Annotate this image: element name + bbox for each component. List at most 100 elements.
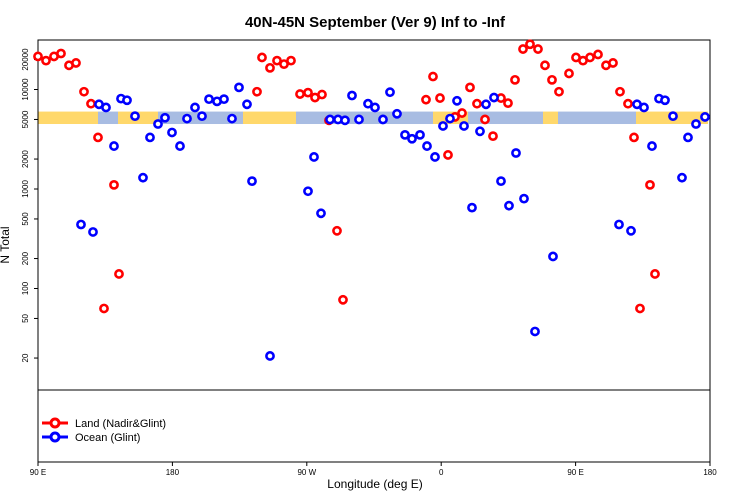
y-tick-label: 200 xyxy=(21,251,30,265)
ocean-point xyxy=(145,132,155,143)
ocean-point xyxy=(234,82,244,93)
ocean-point xyxy=(247,176,257,187)
land-point xyxy=(645,179,655,190)
ocean-point xyxy=(400,129,410,140)
ocean-point xyxy=(227,113,237,124)
land-point xyxy=(540,60,550,71)
ocean-point xyxy=(363,98,373,109)
ocean-point xyxy=(219,94,229,105)
land-point xyxy=(510,74,520,85)
land-point xyxy=(332,225,342,236)
ocean-point xyxy=(316,208,326,219)
land-point xyxy=(629,132,639,143)
chart-title: 40N-45N September (Ver 9) Inf to -Inf xyxy=(245,14,506,31)
x-axis: 90 E 180 90 W 0 90 E 180 xyxy=(30,462,717,477)
y-tick-label: 2000 xyxy=(21,150,30,168)
land-point xyxy=(79,86,89,97)
ocean-point xyxy=(88,227,98,237)
ocean-point xyxy=(407,133,417,144)
land-point xyxy=(465,82,475,93)
ocean-point xyxy=(378,114,388,125)
ocean-point xyxy=(660,95,670,106)
land-point xyxy=(71,58,81,68)
point-layer xyxy=(33,39,710,361)
ocean-point xyxy=(481,99,491,110)
ocean-point xyxy=(76,219,86,230)
legend: Land (Nadir&Glint) Ocean (Glint) xyxy=(42,417,166,444)
ocean-point xyxy=(530,326,540,337)
band-segment-land xyxy=(243,111,296,125)
land-point xyxy=(615,86,625,97)
y-tick-label: 100 xyxy=(21,281,30,295)
x-tick-label: 0 xyxy=(439,468,444,477)
band-segment-ocean xyxy=(98,111,118,125)
ocean-point xyxy=(265,351,275,361)
ocean-point xyxy=(122,95,132,106)
y-tick-label: 5000 xyxy=(21,110,30,128)
legend-item-ocean: Ocean (Glint) xyxy=(42,431,140,444)
land-point xyxy=(295,89,305,99)
land-point xyxy=(114,269,124,279)
ocean-point xyxy=(415,129,425,140)
ocean-point xyxy=(445,113,455,124)
ocean-point xyxy=(677,172,687,183)
land-point xyxy=(585,52,595,63)
ocean-point xyxy=(153,119,163,129)
ocean-point xyxy=(519,193,529,204)
land-point xyxy=(86,98,96,109)
ocean-point xyxy=(340,115,350,126)
ocean-point xyxy=(204,94,214,105)
ocean-point xyxy=(309,152,319,162)
land-point xyxy=(480,114,490,125)
legend-label-ocean: Ocean (Glint) xyxy=(75,432,140,444)
ocean-point xyxy=(683,132,693,143)
land-point xyxy=(56,48,66,59)
ocean-point xyxy=(138,172,148,183)
land-point xyxy=(265,62,275,73)
land-point xyxy=(93,132,103,143)
ocean-point xyxy=(452,95,462,106)
land-point xyxy=(503,98,513,108)
ocean-point xyxy=(422,141,432,151)
ocean-point xyxy=(325,114,335,125)
ocean-point xyxy=(639,102,649,113)
land-point xyxy=(650,269,660,279)
y-axis: 20000 10000 5000 2000 1000 500 200 100 50 20 xyxy=(21,48,38,363)
ocean-point xyxy=(101,102,111,113)
plot-frame xyxy=(37,39,711,463)
band-segment-land xyxy=(543,111,558,125)
land-point xyxy=(443,150,453,160)
ocean-point xyxy=(354,114,364,125)
ocean-point xyxy=(385,87,395,98)
land-point xyxy=(457,108,467,118)
land-point xyxy=(564,68,574,79)
x-tick-label: 180 xyxy=(703,468,717,477)
ocean-point xyxy=(467,202,477,213)
land-point xyxy=(547,74,557,85)
legend-marker-land xyxy=(49,417,61,429)
land-point xyxy=(488,131,498,142)
ocean-point xyxy=(347,90,357,101)
land-point xyxy=(608,58,618,68)
band-segment-land xyxy=(38,111,98,125)
land-point xyxy=(99,303,109,314)
y-tick-label: 500 xyxy=(21,212,30,226)
land-point xyxy=(252,86,262,97)
ocean-point xyxy=(197,111,207,122)
land-point xyxy=(109,179,119,190)
land-point xyxy=(435,93,445,103)
land-point xyxy=(33,51,43,62)
land-point xyxy=(635,303,645,314)
y-tick-label: 50 xyxy=(21,313,30,322)
ocean-point xyxy=(548,251,558,262)
ocean-point xyxy=(511,148,521,158)
legend-item-land: Land (Nadir&Glint) xyxy=(42,417,166,430)
ocean-point xyxy=(459,121,469,131)
x-axis-label: Longitude (deg E) xyxy=(327,477,422,491)
ocean-point xyxy=(370,102,380,113)
ocean-point xyxy=(691,119,701,129)
ocean-point xyxy=(489,92,499,103)
land-point xyxy=(472,98,482,109)
ocean-point xyxy=(190,102,200,113)
ocean-point xyxy=(392,108,402,119)
